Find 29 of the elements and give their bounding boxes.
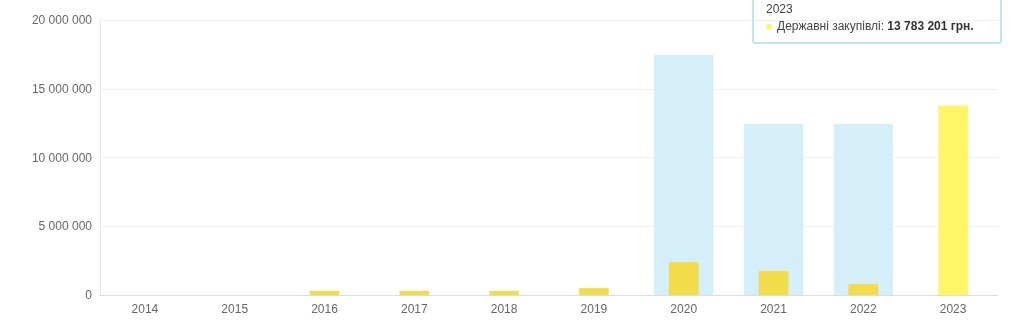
bar — [579, 288, 609, 295]
bar — [489, 290, 519, 295]
x-tick-label: 2017 — [400, 302, 428, 316]
bar — [668, 262, 699, 295]
bar — [848, 284, 879, 295]
x-tick-label: 2020 — [670, 302, 698, 316]
bar — [833, 123, 893, 295]
y-tick-label: 15 000 000 — [31, 81, 93, 96]
bar — [758, 270, 789, 295]
bar — [743, 123, 804, 295]
x-tick-label: 2016 — [311, 302, 339, 316]
tooltip-panel: 2023 Державні закупівлі: 13 783 201 грн. — [752, 0, 1002, 44]
x-tick-label: 2021 — [760, 302, 788, 316]
x-tick-label: 2023 — [939, 302, 967, 316]
bar — [938, 105, 968, 295]
y-tick-label: 5 000 000 — [38, 219, 93, 234]
x-tick-label: 2014 — [131, 302, 159, 316]
y-tick-label: 20 000 000 — [31, 13, 93, 27]
y-tick-label: 10 000 000 — [31, 150, 93, 165]
bar — [309, 290, 340, 295]
x-tick-label: 2015 — [221, 302, 249, 316]
x-tick-label: 2018 — [490, 302, 518, 316]
x-tick-label: 2019 — [580, 302, 608, 316]
bar — [399, 290, 430, 295]
annotation: 13 783 201 грн. — [887, 19, 974, 33]
bar — [654, 55, 714, 295]
annotation: Державні закупівлі: — [777, 19, 885, 33]
y-tick-label: 0 — [85, 288, 93, 302]
x-tick-label: 2022 — [849, 302, 877, 316]
